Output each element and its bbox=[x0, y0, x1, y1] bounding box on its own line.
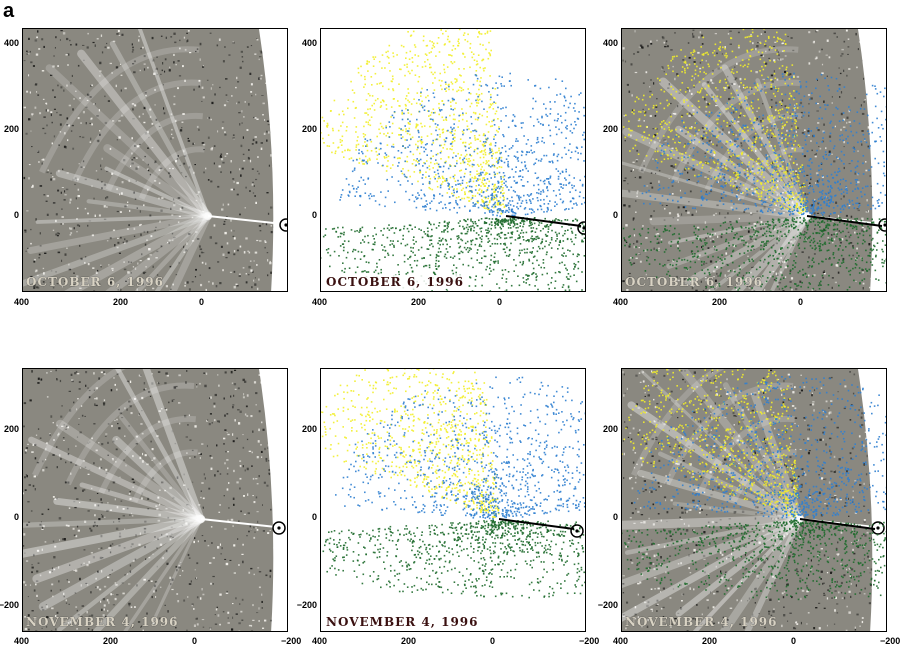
x-tick-label: 0 bbox=[497, 297, 503, 307]
yellow-dust-particles bbox=[321, 29, 506, 215]
panel-nov-photo: NOVEMBER 4, 1996 bbox=[22, 368, 288, 632]
y-tick-label: 200 bbox=[602, 424, 618, 434]
comet-tail bbox=[207, 215, 284, 225]
x-tick-label: 400 bbox=[312, 636, 328, 646]
y-tick-label: 400 bbox=[3, 38, 19, 48]
y-tick-label: 0 bbox=[311, 512, 317, 522]
comet-tail bbox=[806, 215, 883, 227]
sun-symbol-icon bbox=[272, 521, 286, 535]
dust-streamers bbox=[622, 369, 805, 631]
panel-nov-simulation-plot bbox=[321, 369, 585, 599]
sun-symbol-icon bbox=[577, 221, 585, 235]
background-stars bbox=[23, 369, 287, 631]
field-edge bbox=[858, 29, 886, 291]
field-edge bbox=[259, 369, 287, 631]
x-tick-label: −200 bbox=[880, 636, 901, 646]
x-tick-label: 0 bbox=[199, 297, 205, 307]
background-stars bbox=[23, 29, 287, 291]
y-tick-label: 200 bbox=[301, 424, 317, 434]
field-edge bbox=[858, 369, 886, 631]
x-tick-label: 200 bbox=[113, 297, 129, 307]
blue-dust-particles bbox=[633, 376, 886, 521]
green-dust-particles bbox=[322, 519, 585, 599]
sun-symbol-icon bbox=[570, 524, 584, 538]
x-tick-label: −200 bbox=[579, 636, 600, 646]
y-tick-label: 400 bbox=[301, 38, 317, 48]
x-tick-label: 0 bbox=[791, 636, 797, 646]
x-tick-label: 400 bbox=[14, 297, 30, 307]
blue-dust-particles bbox=[335, 376, 585, 520]
y-tick-label: −200 bbox=[0, 600, 19, 610]
comet-tail bbox=[505, 215, 582, 227]
background-stars bbox=[622, 29, 886, 291]
x-tick-label: 400 bbox=[14, 636, 30, 646]
y-tick-label: 400 bbox=[602, 38, 618, 48]
y-tick-label: −200 bbox=[296, 600, 317, 610]
x-tick-label: 400 bbox=[613, 636, 629, 646]
panel-oct-overlay: OCTOBER 6, 1996 bbox=[621, 28, 887, 292]
yellow-dust-particles bbox=[622, 29, 808, 214]
blue-dust-particles bbox=[641, 72, 886, 217]
x-tick-label: 400 bbox=[312, 297, 328, 307]
field-edge bbox=[259, 29, 287, 291]
x-tick-label: −200 bbox=[281, 636, 302, 646]
x-tick-label: 0 bbox=[192, 636, 198, 646]
yellow-dust-particles bbox=[321, 369, 500, 519]
panel-nov-simulation: NOVEMBER 4, 1996 bbox=[320, 368, 586, 632]
y-tick-label: 200 bbox=[3, 424, 19, 434]
panel-date-label: OCTOBER 6, 1996 bbox=[324, 275, 466, 289]
comet-tail bbox=[799, 518, 876, 530]
x-tick-label: 200 bbox=[411, 297, 427, 307]
panel-oct-simulation: OCTOBER 6, 1996 bbox=[320, 28, 586, 292]
y-tick-label: 0 bbox=[612, 512, 618, 522]
x-tick-label: 0 bbox=[490, 636, 496, 646]
y-tick-label: 0 bbox=[13, 512, 19, 522]
sun-symbol-icon bbox=[279, 218, 287, 232]
x-tick-label: 200 bbox=[712, 297, 728, 307]
panel-oct-photo: OCTOBER 6, 1996 bbox=[22, 28, 288, 292]
y-tick-label: 0 bbox=[612, 210, 618, 220]
y-tick-label: 0 bbox=[311, 210, 317, 220]
y-tick-label: 200 bbox=[602, 124, 618, 134]
blue-dust-particles bbox=[339, 72, 585, 218]
y-tick-label: 0 bbox=[13, 210, 19, 220]
panel-date-label: OCTOBER 6, 1996 bbox=[26, 275, 164, 289]
x-tick-label: 200 bbox=[401, 636, 417, 646]
x-tick-label: 200 bbox=[103, 636, 119, 646]
figure-label: a bbox=[3, 0, 15, 22]
comet-tail bbox=[498, 518, 575, 530]
x-tick-label: 200 bbox=[702, 636, 718, 646]
comet-tail bbox=[200, 518, 277, 528]
panel-nov-overlay: NOVEMBER 4, 1996 bbox=[621, 368, 887, 632]
green-dust-particles bbox=[622, 519, 886, 601]
panel-oct-overlay-plot bbox=[622, 29, 886, 291]
panel-date-label: NOVEMBER 4, 1996 bbox=[324, 615, 481, 629]
green-dust-particles bbox=[622, 216, 886, 291]
y-tick-label: 200 bbox=[301, 124, 317, 134]
panel-date-label: NOVEMBER 4, 1996 bbox=[26, 615, 179, 629]
x-tick-label: 400 bbox=[613, 297, 629, 307]
x-tick-label: 0 bbox=[798, 297, 804, 307]
y-tick-label: 200 bbox=[3, 124, 19, 134]
panel-nov-photo-plot bbox=[23, 369, 287, 631]
y-tick-label: −200 bbox=[597, 600, 618, 610]
yellow-dust-particles bbox=[622, 369, 799, 519]
panel-date-label: OCTOBER 6, 1996 bbox=[625, 275, 763, 289]
panel-oct-simulation-plot bbox=[321, 29, 585, 291]
dust-streamers bbox=[23, 369, 206, 631]
panel-oct-photo-plot bbox=[23, 29, 287, 291]
dust-streamers bbox=[23, 29, 213, 291]
panel-nov-overlay-plot bbox=[622, 369, 886, 631]
panel-date-label: NOVEMBER 4, 1996 bbox=[625, 615, 778, 629]
